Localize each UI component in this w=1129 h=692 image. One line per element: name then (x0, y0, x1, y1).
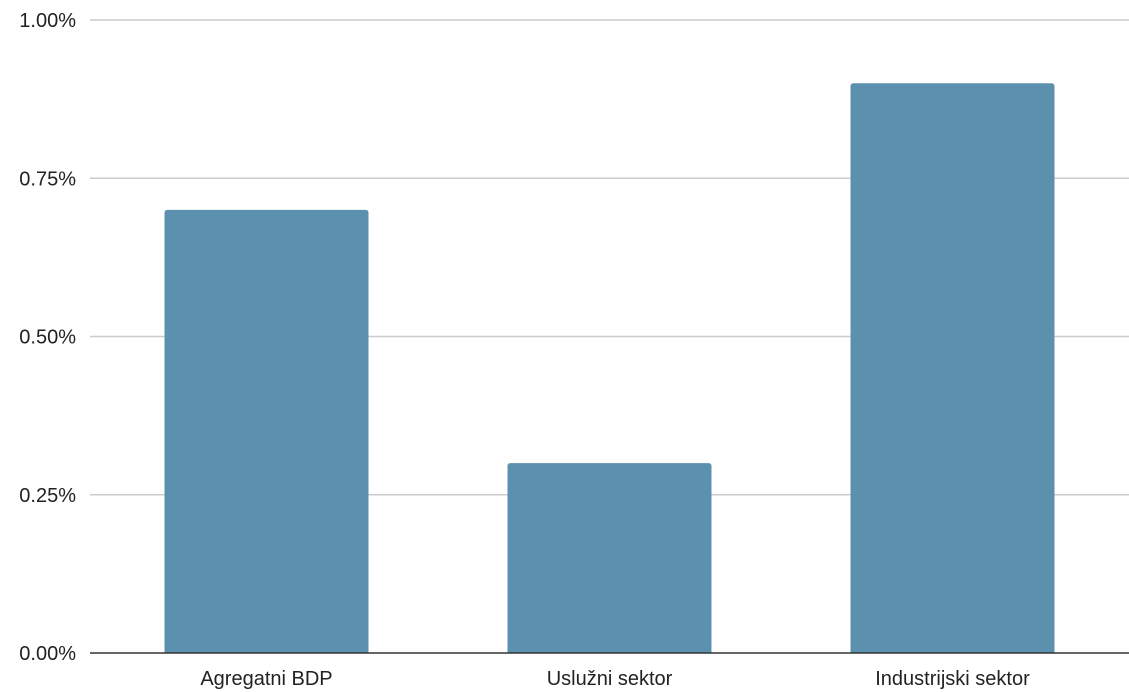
y-tick-label: 0.00% (19, 643, 76, 665)
y-tick-label: 0.25% (19, 485, 76, 507)
x-tick-label: Industrijski sektor (875, 668, 1030, 690)
bar (164, 209, 369, 653)
bar (850, 83, 1055, 654)
x-tick-label: Uslužni sektor (547, 668, 673, 690)
y-tick-label: 0.75% (19, 168, 76, 190)
x-tick-labels: Agregatni BDP Uslužni sektor Industrijski … (200, 668, 1030, 690)
y-tick-label: 0.50% (19, 327, 76, 349)
y-tick-label: 1.00% (19, 10, 76, 32)
bar (507, 463, 712, 653)
bars (164, 83, 1055, 654)
x-tick-label: Agregatni BDP (200, 668, 332, 690)
y-tick-labels: 0.00% 0.25% 0.50% 0.75% 1.00% (19, 10, 76, 665)
